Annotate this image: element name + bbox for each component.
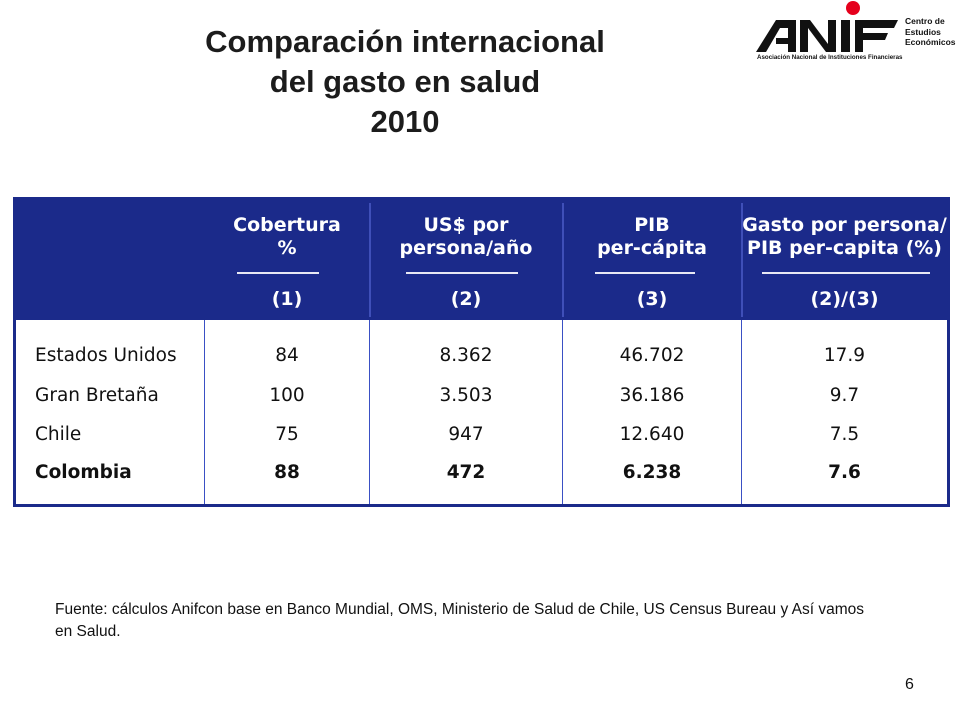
source-note: Fuente: cálculos Anifcon base en Banco M… (55, 601, 865, 640)
title-line-3: 2010 (370, 104, 440, 139)
column-header-label: per-cápita (597, 237, 707, 259)
ratio-cell: 17.9 (823, 345, 866, 366)
header-column-separator (741, 203, 743, 317)
anif-logo: Centro de Estudios Económicos Asociación… (752, 0, 960, 68)
page-number: 6 (905, 676, 914, 693)
header-divider (406, 272, 518, 274)
column-header-cobertura: Cobertura % (1) (205, 200, 369, 320)
anif-wordmark-icon (756, 1, 898, 52)
pib-cell: 46.702 (619, 345, 685, 366)
column-header-pib: PIB per-cápita (3) (563, 200, 741, 320)
title-line-1: Comparación internacional (205, 24, 605, 59)
usd-cell: 472 (446, 462, 486, 483)
country-cell: Gran Bretaña (35, 385, 159, 406)
logo-side-text: Centro de Estudios Económicos (905, 16, 956, 48)
table-header: Cobertura % (1) US$ por persona/año (2) … (16, 200, 947, 320)
column-header-label: PIB (634, 214, 670, 236)
logo-side-line-2: Estudios (905, 26, 941, 37)
logo-side-line-3: Económicos (905, 37, 956, 47)
column-separator (369, 320, 370, 504)
table-row: Estados Unidos 84 8.362 46.702 17.9 (16, 337, 947, 375)
pib-cell: 12.640 (619, 424, 685, 445)
column-header-label: PIB per-capita (%) (747, 237, 942, 259)
pib-cell: 6.238 (622, 462, 682, 483)
logo-subtitle: Asociación Nacional de Instituciones Fin… (757, 54, 903, 61)
header-divider (595, 272, 695, 274)
column-header-usd: US$ por persona/año (2) (370, 200, 562, 320)
title-line-2: del gasto en salud (269, 64, 541, 99)
column-separator (562, 320, 563, 504)
header-column-separator (562, 203, 564, 317)
table-row-highlighted: Colombia 88 472 6.238 7.6 (16, 454, 947, 492)
column-header-label: Cobertura (233, 214, 341, 236)
header-column-separator (369, 203, 371, 317)
column-header-ratio: Gasto por persona/ PIB per-capita (%) (2… (742, 200, 947, 320)
column-separator (741, 320, 742, 504)
header-divider (762, 272, 930, 274)
cobertura-cell: 75 (275, 424, 299, 445)
table-row: Chile 75 947 12.640 7.5 (16, 416, 947, 454)
cobertura-cell: 100 (269, 385, 305, 406)
column-header-ref: (2)/(3) (810, 288, 879, 310)
logo-side-line-1: Centro de (905, 16, 945, 26)
table-row: Gran Bretaña 100 3.503 36.186 9.7 (16, 377, 947, 415)
pib-cell: 36.186 (619, 385, 685, 406)
country-cell: Estados Unidos (35, 345, 177, 366)
table-body: Estados Unidos 84 8.362 46.702 17.9 Gran… (16, 320, 947, 504)
cobertura-cell: 84 (275, 345, 299, 366)
column-header-ref: (1) (271, 288, 303, 310)
usd-cell: 3.503 (439, 385, 493, 406)
column-header-label: Gasto por persona/ (742, 214, 947, 236)
country-cell: Chile (35, 424, 82, 445)
country-cell: Colombia (35, 462, 132, 483)
cobertura-cell: 88 (274, 462, 300, 483)
slide-title: Comparación internacional del gasto en s… (140, 22, 670, 142)
usd-cell: 8.362 (439, 345, 493, 366)
ratio-cell: 7.6 (828, 462, 861, 483)
usd-cell: 947 (448, 424, 484, 445)
column-header-ref: (2) (450, 288, 482, 310)
ratio-cell: 7.5 (829, 424, 860, 445)
column-header-ref: (3) (636, 288, 668, 310)
column-separator (204, 320, 205, 504)
header-divider (237, 272, 319, 274)
ratio-cell: 9.7 (829, 385, 860, 406)
column-header-label: % (277, 237, 297, 259)
health-spending-table: Cobertura % (1) US$ por persona/año (2) … (13, 197, 950, 507)
logo-red-dot-icon (846, 1, 860, 15)
column-header-label: US$ por (423, 214, 509, 236)
column-header-label: persona/año (399, 237, 533, 259)
